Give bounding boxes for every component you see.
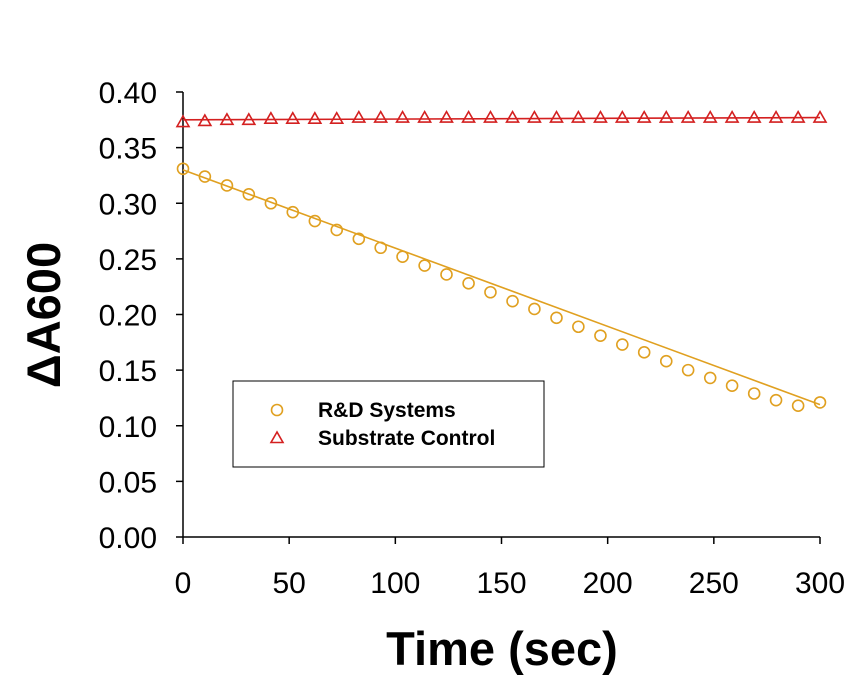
substrate-control-point: [263, 111, 279, 124]
rd-systems-point: [528, 302, 541, 316]
rd-systems-point: [418, 259, 431, 272]
legend: R&D Systems Substrate Control: [232, 380, 545, 468]
x-tick-label: 100: [370, 567, 420, 600]
substrate-control-point: [812, 109, 828, 123]
rd-systems-point: [220, 179, 234, 192]
rd-systems-point: [681, 363, 695, 377]
rd-systems-point: [594, 329, 607, 342]
rd-systems-point: [637, 346, 651, 359]
substrate-control-point: [285, 111, 301, 124]
substrate-control-point: [680, 109, 696, 123]
rd-systems-point: [264, 196, 278, 210]
rd-systems-point: [616, 338, 629, 351]
y-tick-label: 0.35: [99, 133, 157, 166]
substrate-control-point: [329, 111, 345, 124]
rd-systems-point: [550, 311, 563, 325]
rd-systems-point: [286, 205, 300, 219]
legend-box: [232, 380, 545, 468]
substrate-control-point: [461, 109, 476, 123]
y-tick-label: 0.30: [99, 188, 157, 221]
substrate-control-point: [593, 109, 608, 123]
legend-marker-rd-systems: [270, 403, 284, 417]
rd-systems-point: [769, 393, 783, 407]
rd-systems-point: [791, 399, 805, 413]
x-tick-label: 200: [583, 567, 633, 600]
rd-systems-point: [176, 162, 190, 176]
substrate-control-point: [483, 109, 498, 123]
y-tick-label: 0.10: [99, 411, 157, 444]
substrate-control-point: [395, 109, 410, 123]
x-tick-label: 50: [272, 567, 305, 600]
substrate-control-point: [417, 109, 433, 123]
rd-systems-point: [725, 379, 739, 393]
rd-systems-fit-line: [182, 169, 821, 406]
rd-systems-point: [330, 223, 344, 237]
substrate-control-point: [307, 111, 323, 124]
substrate-control-point: [724, 109, 740, 123]
y-tick-label: 0.15: [99, 355, 157, 388]
substrate-control-point: [614, 109, 630, 123]
rd-systems-point: [659, 354, 673, 368]
substrate-control-point: [658, 109, 674, 123]
rd-systems-point: [484, 285, 497, 299]
data-markers: [175, 109, 828, 413]
rd-systems-point: [813, 396, 827, 409]
substrate-control-point: [351, 109, 367, 123]
rd-systems-point: [198, 170, 212, 183]
x-tick-label: 250: [689, 567, 739, 600]
legend-label-substrate-control: Substrate Control: [318, 427, 495, 450]
rd-systems-point: [462, 277, 475, 290]
y-tick-label: 0.20: [99, 300, 157, 333]
substrate-control-point: [768, 109, 784, 123]
y-axis-title: ΔA600: [17, 242, 70, 388]
substrate-control-point: [175, 114, 191, 128]
substrate-control-fit-line: [182, 116, 821, 121]
substrate-control-point: [702, 109, 718, 123]
y-tick-label: 0.00: [99, 522, 157, 555]
rd-systems-point: [440, 268, 453, 281]
rd-systems-point: [747, 387, 761, 400]
substrate-control-point: [790, 109, 806, 123]
rd-systems-point: [308, 214, 322, 228]
rd-systems-point: [572, 320, 585, 334]
substrate-control-point: [570, 109, 586, 123]
x-axis-ticks: 0 50 100 150 200 250 300: [175, 537, 845, 600]
y-axis-ticks: 0.00 0.05 0.10 0.15 0.20 0.25 0.30 0.35 0.40: [99, 77, 183, 555]
substrate-control-point: [527, 109, 542, 123]
rd-systems-point: [506, 294, 519, 308]
rd-systems-point: [703, 371, 717, 385]
substrate-control-point: [636, 109, 652, 123]
legend-entries: R&D Systems Substrate Control: [269, 399, 495, 450]
legend-marker-substrate-control: [269, 430, 285, 444]
rd-systems-point: [374, 241, 387, 255]
x-tick-label: 150: [476, 567, 526, 600]
fit-lines: [182, 116, 821, 406]
substrate-control-point: [549, 109, 564, 123]
x-axis-title: Time (sec): [386, 622, 618, 675]
rd-systems-point: [396, 250, 409, 263]
substrate-control-point: [197, 113, 213, 127]
x-tick-label: 300: [795, 567, 845, 600]
rd-systems-point: [242, 188, 256, 201]
substrate-control-point: [439, 109, 454, 123]
substrate-control-point: [505, 109, 520, 123]
rd-systems-point: [352, 232, 366, 246]
legend-label-rd-systems: R&D Systems: [318, 399, 456, 422]
axes: [182, 92, 820, 538]
y-tick-label: 0.40: [99, 77, 157, 110]
substrate-control-point: [241, 112, 257, 126]
substrate-control-point: [219, 112, 235, 126]
substrate-control-point: [373, 109, 389, 123]
substrate-control-point: [746, 109, 762, 123]
y-tick-label: 0.25: [99, 244, 157, 277]
x-tick-label: 0: [175, 567, 192, 600]
y-tick-label: 0.05: [99, 466, 157, 499]
